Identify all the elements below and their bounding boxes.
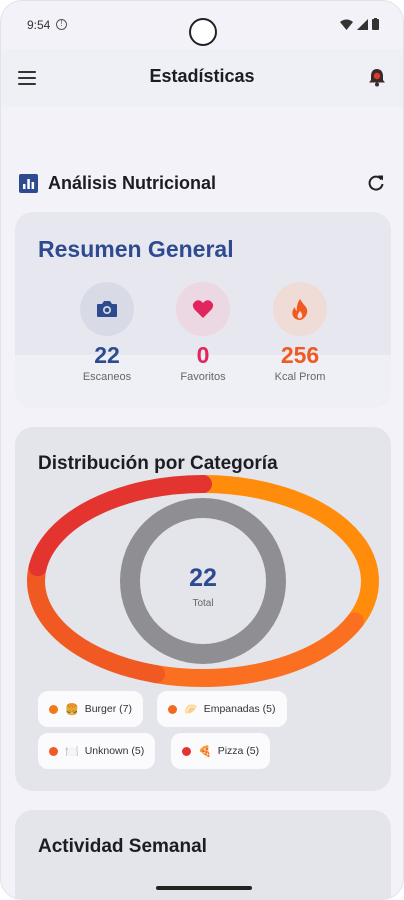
legend-label: Burger (7)	[84, 703, 132, 715]
section-title: Análisis Nutricional	[48, 173, 217, 193]
category-donut-chart	[27, 475, 379, 687]
pizza-emoji-icon: 🍕	[198, 745, 212, 758]
bar-chart-icon	[19, 174, 38, 193]
wifi-icon	[340, 19, 353, 30]
summary-title: Resumen General	[38, 236, 234, 262]
status-time: 9:54	[27, 18, 51, 32]
legend-label: Unknown (5)	[84, 745, 145, 757]
system-icons	[340, 18, 379, 30]
signal-icon	[357, 18, 368, 30]
legend-chip-burger[interactable]: 🍔 Burger (7)	[38, 691, 143, 727]
stat-scans: 22 Escaneos	[62, 282, 152, 383]
notification-bell-icon[interactable]	[368, 68, 386, 87]
stat-value: 256	[280, 342, 320, 368]
legend-chip-pizza[interactable]: 🍕 Pizza (5)	[171, 733, 271, 769]
battery-icon	[372, 18, 379, 30]
summary-card: Resumen General 22 Escaneos 0 Favoritos …	[15, 212, 391, 408]
refresh-icon[interactable]	[367, 174, 385, 192]
fire-icon	[273, 282, 327, 336]
menu-icon[interactable]	[18, 71, 36, 85]
stat-value: 0	[196, 342, 210, 368]
donut-slice-empanadas	[146, 612, 364, 687]
camera-icon	[80, 282, 134, 336]
donut-slice-pizza	[28, 475, 212, 577]
legend-label: Empanadas (5)	[203, 703, 276, 715]
stat-favorites: 0 Favoritos	[158, 282, 248, 383]
stat-label: Favoritos	[180, 371, 226, 383]
stat-kcal: 256 Kcal Prom	[255, 282, 345, 383]
donut-slice-unknown	[27, 558, 165, 684]
legend-chip-unknown[interactable]: 🍽️ Unknown (5)	[38, 733, 156, 769]
donut-center-label: Total	[192, 598, 214, 609]
legend-dot	[49, 704, 58, 714]
weekly-activity-card: Actividad Semanal	[15, 810, 391, 899]
legend-label: Pizza (5)	[217, 745, 260, 757]
do-not-disturb-icon: !	[56, 19, 67, 30]
burger-emoji-icon: 🍔	[65, 703, 79, 716]
plate-emoji-icon: 🍽️	[65, 745, 79, 758]
gesture-nav-handle[interactable]	[156, 886, 252, 890]
donut-inner-ring	[120, 498, 286, 664]
status-bar: 9:54 !	[1, 1, 403, 49]
donut-center-value: 22	[189, 564, 217, 592]
stat-label: Kcal Prom	[274, 371, 326, 383]
app-bar: Estadísticas	[1, 49, 403, 107]
stat-value: 22	[94, 342, 120, 368]
page-title: Estadísticas	[149, 66, 255, 86]
donut-slice-burger	[194, 475, 379, 631]
weekly-activity-title: Actividad Semanal	[38, 836, 207, 857]
stat-label: Escaneos	[82, 371, 132, 383]
distribution-card: Distribución por Categoría 22 Total 🍔 Bu…	[15, 427, 391, 791]
camera-cutout	[189, 18, 217, 46]
section-header: Análisis Nutricional	[19, 173, 216, 194]
heart-icon	[176, 282, 230, 336]
legend-dot	[168, 704, 177, 714]
empanada-emoji-icon: 🥟	[184, 703, 198, 716]
legend-dot	[182, 746, 191, 756]
legend-chip-empanadas[interactable]: 🥟 Empanadas (5)	[157, 691, 287, 727]
legend-dot	[49, 746, 58, 756]
distribution-title: Distribución por Categoría	[38, 453, 278, 474]
